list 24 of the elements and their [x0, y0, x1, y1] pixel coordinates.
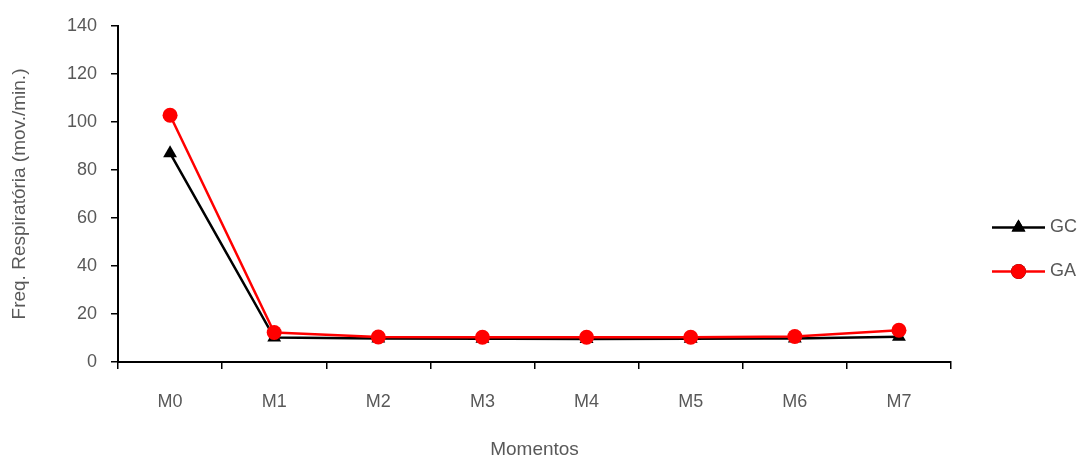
legend-label: GC	[1050, 216, 1077, 237]
y-tick-label: 120	[66, 62, 97, 83]
point	[162, 107, 178, 123]
x-tick-label: M1	[261, 390, 287, 411]
x-tick-label: M5	[678, 390, 704, 411]
y-tick-label: 40	[76, 254, 97, 275]
x-tick-label: M6	[782, 390, 808, 411]
y-tick-label: 20	[76, 302, 97, 323]
point	[266, 324, 282, 340]
x-tick-label: M7	[886, 390, 912, 411]
x-tick-label: M2	[365, 390, 391, 411]
point	[163, 145, 177, 158]
y-tick-label: 80	[76, 158, 97, 179]
x-tick-label: M4	[574, 390, 600, 411]
legend-label: GA	[1050, 260, 1077, 281]
x-axis-title: Momentos	[490, 437, 579, 459]
y-tick-label: 140	[66, 14, 97, 35]
x-tick-label: M3	[469, 390, 495, 411]
y-tick-label: 60	[76, 206, 97, 227]
y-tick-label: 0	[86, 350, 97, 371]
y-axis-title: Freq. Respiratória (mov./min.)	[7, 68, 29, 320]
point	[891, 322, 907, 338]
x-tick-label: M0	[157, 390, 183, 411]
y-tick-label: 100	[66, 110, 97, 131]
